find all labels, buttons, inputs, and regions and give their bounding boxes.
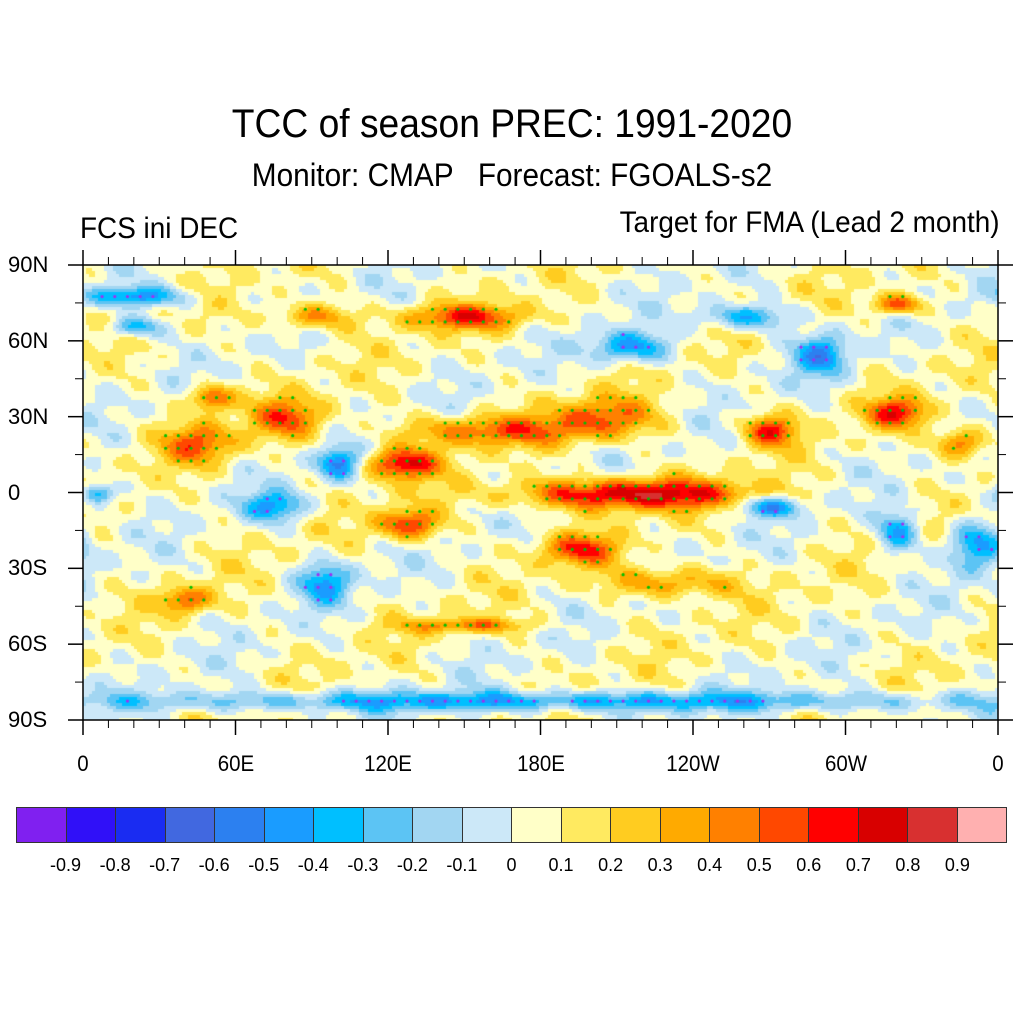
colorbar-box <box>858 808 908 842</box>
colorbar-label: 0.6 <box>796 855 822 875</box>
colorbar-box <box>611 808 661 842</box>
y-tick-label: 90N <box>8 252 49 277</box>
colorbar-box <box>413 808 463 842</box>
y-tick-label: 0 <box>8 479 21 505</box>
tcc-map-field <box>83 265 998 720</box>
colorbar-box <box>215 808 265 842</box>
colorbar-label: -0.1 <box>446 855 478 875</box>
colorbar-label: 0.5 <box>746 855 772 875</box>
colorbar-label: 0.1 <box>548 855 574 875</box>
y-tick-label: 30N <box>8 403 49 429</box>
colorbar-box <box>908 808 958 842</box>
colorbar-box <box>957 808 1006 842</box>
colorbar-label: 0.2 <box>598 855 624 875</box>
colorbar-label: -0.4 <box>297 855 329 875</box>
colorbar-box <box>17 808 67 842</box>
chart-title: TCC of season PREC: 1991-2020 <box>231 102 793 146</box>
colorbar-label: -0.2 <box>396 855 428 875</box>
x-tick-label: 120W <box>666 751 720 776</box>
colorbar-box <box>660 808 710 842</box>
colorbar-box <box>809 808 859 842</box>
colorbar-box <box>116 808 166 842</box>
left-string: FCS ini DEC <box>80 212 239 245</box>
x-tick-label: 180E <box>516 751 565 776</box>
colorbar-box <box>314 808 364 842</box>
colorbar-box <box>264 808 314 842</box>
colorbar-label: 0.8 <box>895 855 921 875</box>
right-string: Target for FMA (Lead 2 month) <box>620 206 1000 239</box>
colorbar-label: -0.3 <box>347 855 379 875</box>
y-tick-label: 60S <box>8 631 48 657</box>
y-tick-label: 90S <box>8 707 48 732</box>
colorbar-label: -0.6 <box>198 855 230 875</box>
colorbar-label: -0.7 <box>149 855 181 875</box>
colorbar-box <box>462 808 512 842</box>
x-tick-label: 0 <box>992 751 1004 776</box>
colorbar-box <box>66 808 116 842</box>
colorbar-box <box>759 808 809 842</box>
y-tick-label: 30S <box>8 555 48 581</box>
colorbar-box <box>561 808 611 842</box>
colorbar-label: 0.4 <box>697 855 723 875</box>
subtitle-forecast: Forecast: FGOALS-s2 <box>477 157 773 193</box>
colorbar-label: -0.5 <box>248 855 280 875</box>
x-tick-label: 60E <box>217 751 254 776</box>
subtitle-monitor: Monitor: CMAP <box>251 157 454 193</box>
colorbar-label: 0.9 <box>944 855 970 875</box>
colorbar-box <box>363 808 413 842</box>
y-tick-label: 60N <box>8 327 49 353</box>
colorbar-label: 0.3 <box>647 855 673 875</box>
colorbar-box <box>165 808 215 842</box>
colorbar-box <box>710 808 760 842</box>
colorbar-label: -0.9 <box>50 855 82 875</box>
x-tick-label: 60W <box>824 751 867 776</box>
colorbar-label: 0 <box>506 855 517 875</box>
colorbar-label: 0.7 <box>845 855 871 875</box>
x-tick-label: 0 <box>77 751 89 776</box>
x-tick-label: 120E <box>364 751 412 776</box>
colorbar-box <box>512 808 562 842</box>
colorbar <box>16 807 1007 843</box>
colorbar-label: -0.8 <box>99 855 131 875</box>
chart-subtitle: Monitor: CMAP Forecast: FGOALS-s2 <box>36 155 988 195</box>
